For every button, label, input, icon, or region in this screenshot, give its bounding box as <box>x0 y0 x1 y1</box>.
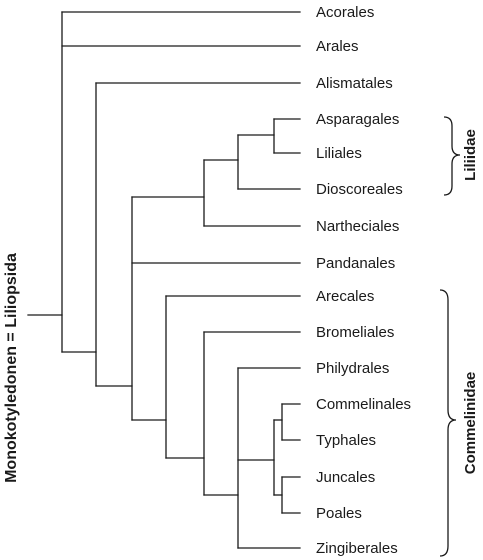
taxon-label: Dioscoreales <box>316 181 403 198</box>
taxon-label: Pandanales <box>316 255 395 272</box>
taxon-label: Philydrales <box>316 360 389 377</box>
taxon-label: Asparagales <box>316 111 399 128</box>
taxon-label: Arales <box>316 38 359 55</box>
group-label-liliidae: Liliidae <box>462 129 479 181</box>
group-label-commelinidae: Commelinidae <box>462 372 479 475</box>
taxon-label: Poales <box>316 505 362 522</box>
taxon-label: Alismatales <box>316 75 393 92</box>
taxon-label: Zingiberales <box>316 540 398 557</box>
commelinidae-brace <box>439 289 457 557</box>
taxon-label: Acorales <box>316 4 374 21</box>
taxon-label: Nartheciales <box>316 218 399 235</box>
taxon-label: Liliales <box>316 145 362 162</box>
taxon-label: Commelinales <box>316 396 411 413</box>
taxon-label: Arecales <box>316 288 374 305</box>
liliidae-brace <box>443 116 461 196</box>
root-label: Monokotyledonen = Liliopsida <box>3 253 20 483</box>
taxon-label: Juncales <box>316 469 375 486</box>
taxon-label: Typhales <box>316 432 376 449</box>
taxon-label: Bromeliales <box>316 324 394 341</box>
